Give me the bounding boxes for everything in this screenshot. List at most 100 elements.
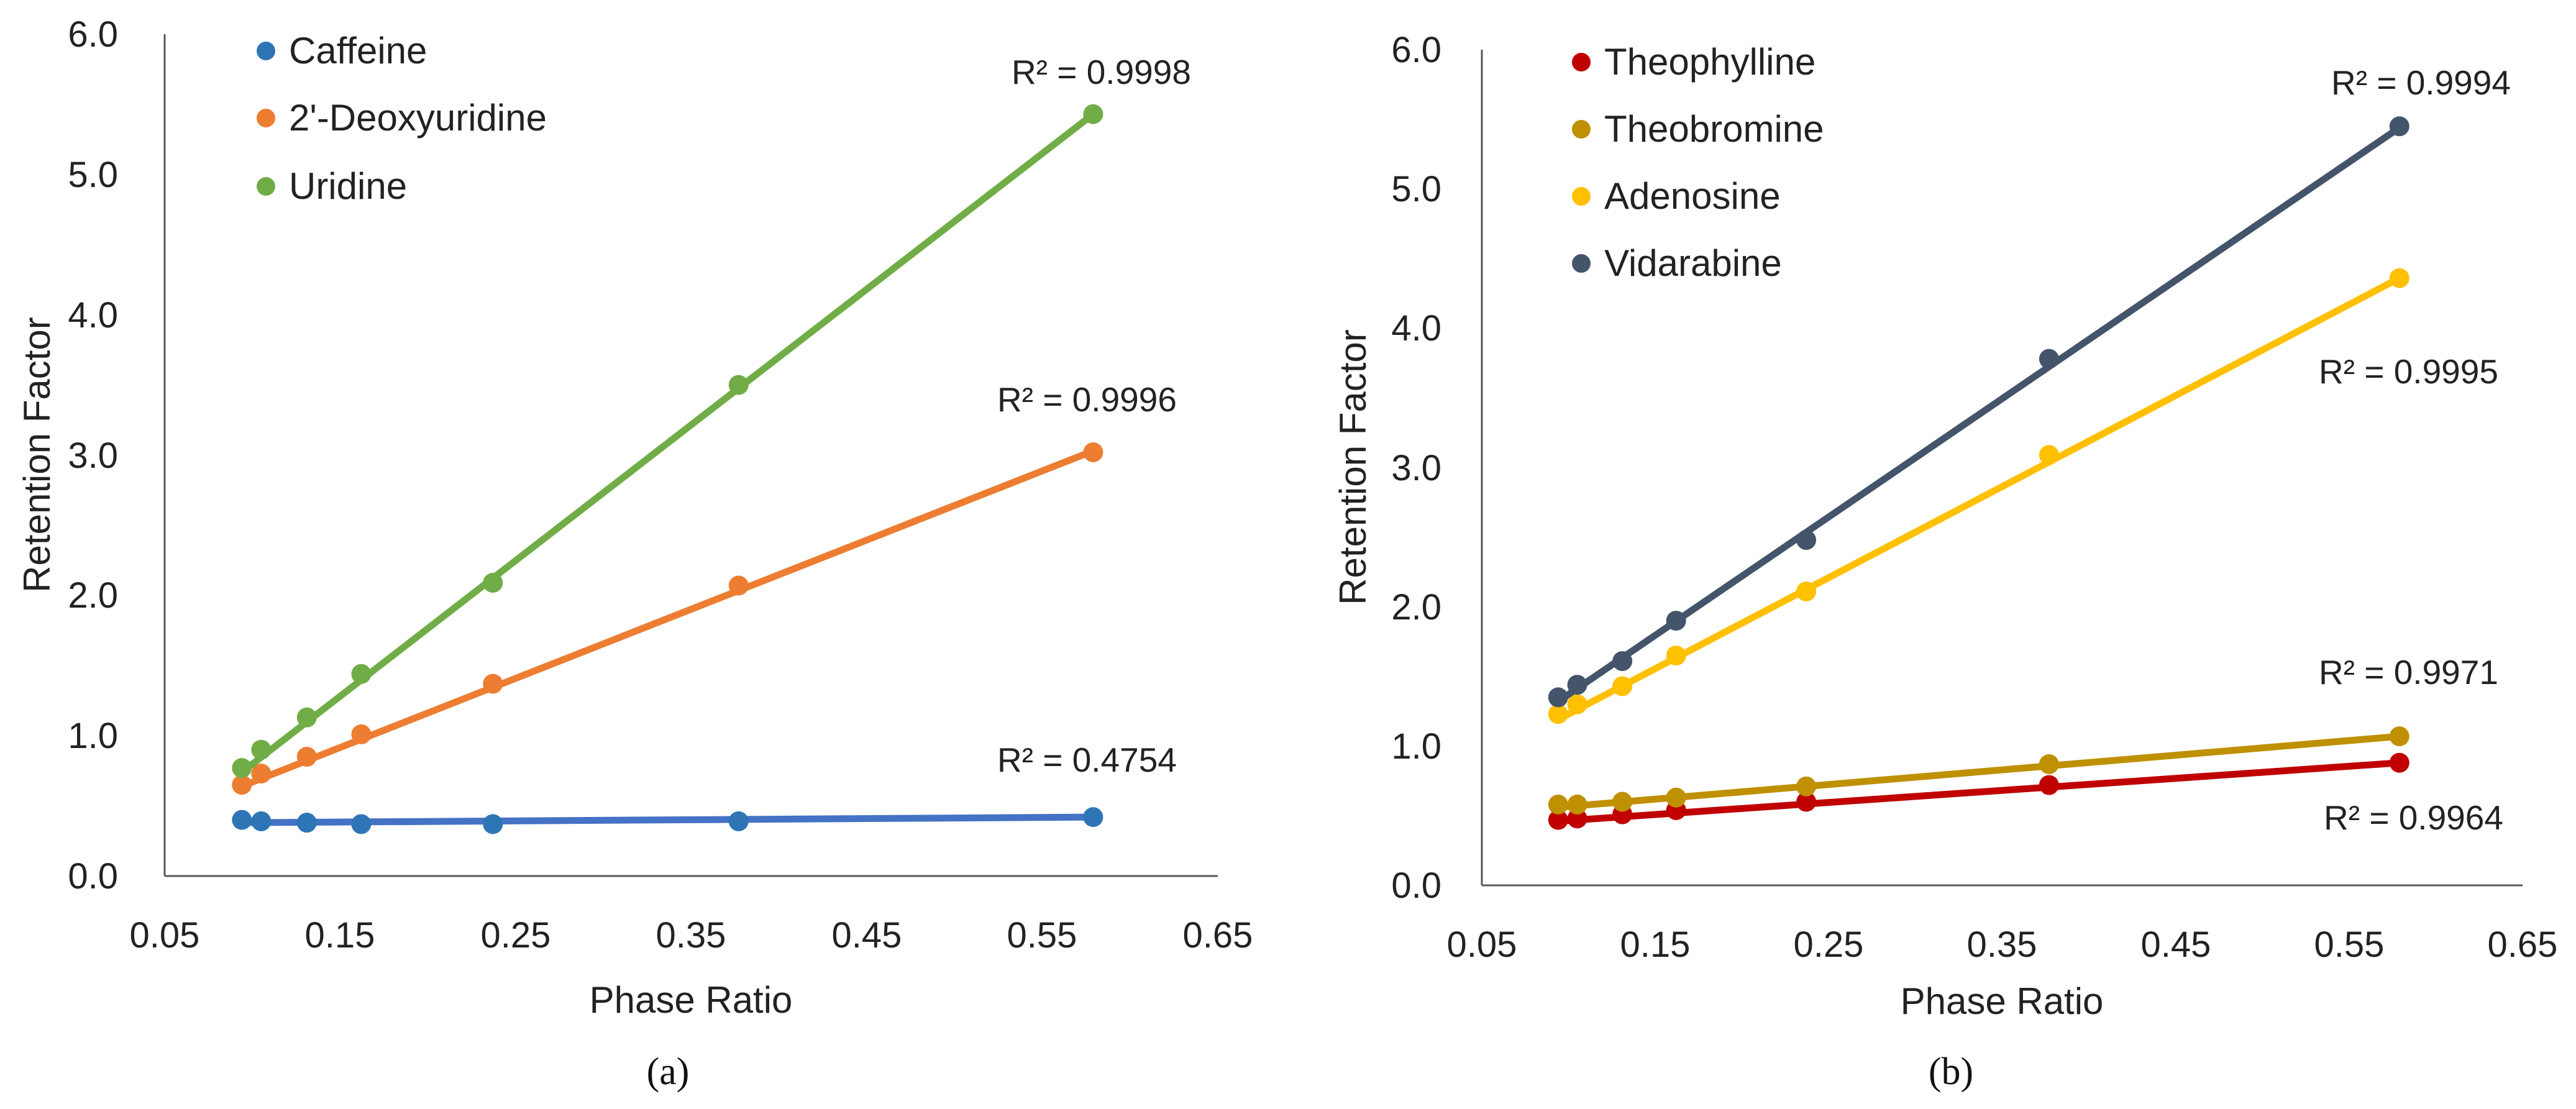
trendline-adenosine xyxy=(1555,275,2403,723)
legend-a: Caffeine 2'-Deoxyuridine Uridine xyxy=(257,30,547,207)
data-point-caffeine xyxy=(251,811,272,831)
data-point-caffeine xyxy=(1083,807,1103,828)
caption-a: (a) xyxy=(647,1051,690,1093)
y-tick-label: 6.0 xyxy=(68,14,118,55)
x-tick-label: 0.35 xyxy=(1967,924,2037,965)
data-point-2-deoxyuridine xyxy=(351,724,372,744)
data-point-vidarabine xyxy=(1567,675,1587,695)
data-point-uridine xyxy=(251,739,272,760)
data-point-vidarabine xyxy=(1548,687,1568,708)
y-tick-label: 5.0 xyxy=(1391,169,1441,209)
data-point-theobromine xyxy=(2389,726,2409,747)
y-tick-label: 6.0 xyxy=(1391,30,1441,70)
trendline-vidarabine xyxy=(1555,124,2403,705)
data-point-caffeine xyxy=(728,811,749,831)
data-point-vidarabine xyxy=(1666,611,1686,631)
x-tick-label: 0.25 xyxy=(1794,924,1864,965)
y-axis-title-b: Retention Factor xyxy=(1332,329,1374,605)
legend-marker-vidarabine xyxy=(1572,254,1591,273)
y-tick-label: 4.0 xyxy=(68,295,118,335)
data-point-adenosine xyxy=(1666,646,1686,666)
series-layer-a xyxy=(232,104,1103,834)
data-point-theobromine xyxy=(2039,754,2059,774)
legend-label-deoxyuridine: 2'-Deoxyuridine xyxy=(289,97,547,139)
data-point-2-deoxyuridine xyxy=(1083,442,1103,462)
legend-label-theophylline: Theophylline xyxy=(1604,41,1816,83)
y-tick-label: 1.0 xyxy=(68,716,118,756)
legend-marker-theophylline xyxy=(1572,53,1591,71)
legend-marker-theobromine xyxy=(1572,120,1591,139)
data-point-2-deoxyuridine xyxy=(232,775,252,795)
r2-label-deoxyuridine: R² = 0.9996 xyxy=(997,380,1177,419)
data-point-theobromine xyxy=(1567,794,1587,815)
data-point-caffeine xyxy=(296,813,317,833)
data-point-adenosine xyxy=(1612,676,1633,696)
trendline-uridine xyxy=(238,111,1097,776)
legend-b: Theophylline Theobromine Adenosine Vidar… xyxy=(1572,41,1824,284)
y-tick-label: 5.0 xyxy=(68,155,118,195)
data-point-uridine xyxy=(296,707,317,728)
y-tick-label: 2.0 xyxy=(1391,587,1441,628)
panel-a: 0.0 1.0 2.0 3.0 4.0 5.0 6.0 0.05 0.15 0.… xyxy=(16,14,1253,1093)
x-tick-label: 0.55 xyxy=(1007,915,1077,956)
data-point-adenosine xyxy=(2039,445,2059,465)
x-tick-label: 0.25 xyxy=(481,915,551,956)
legend-label-vidarabine: Vidarabine xyxy=(1604,242,1782,284)
x-tick-label: 0.45 xyxy=(2141,924,2211,965)
data-point-vidarabine xyxy=(2389,116,2409,137)
data-point-adenosine xyxy=(2389,268,2409,288)
r2-label-caffeine: R² = 0.4754 xyxy=(997,741,1177,779)
legend-marker-adenosine xyxy=(1572,187,1591,206)
caption-b: (b) xyxy=(1929,1051,1973,1093)
legend-label-adenosine: Adenosine xyxy=(1604,175,1781,217)
legend-label-theobromine: Theobromine xyxy=(1604,108,1824,150)
y-tick-label: 3.0 xyxy=(68,436,118,476)
data-point-2-deoxyuridine xyxy=(296,747,317,767)
y-axis-title-a: Retention Factor xyxy=(16,317,58,593)
data-point-adenosine xyxy=(1548,704,1568,724)
legend-marker-deoxyuridine xyxy=(257,109,275,127)
data-point-theophylline xyxy=(1548,810,1568,830)
data-point-uridine xyxy=(728,375,749,395)
data-point-theobromine xyxy=(1666,787,1686,808)
data-point-caffeine xyxy=(483,814,503,834)
data-point-2-deoxyuridine xyxy=(483,673,503,694)
data-point-uridine xyxy=(232,758,252,778)
r2-label-vidarabine: R² = 0.9994 xyxy=(2331,63,2511,102)
data-point-theobromine xyxy=(1612,792,1633,812)
series-layer-b xyxy=(1548,116,2409,830)
x-axis-title-a: Phase Ratio xyxy=(590,979,793,1021)
data-point-theophylline xyxy=(1567,808,1587,829)
trendline-theobromine xyxy=(1555,732,2403,811)
legend-label-caffeine: Caffeine xyxy=(289,30,427,71)
x-tick-label: 0.65 xyxy=(1183,915,1253,956)
data-point-theobromine xyxy=(1548,794,1568,815)
x-tick-label: 0.05 xyxy=(1447,924,1517,965)
data-point-uridine xyxy=(1083,104,1103,124)
x-axis-title-b: Phase Ratio xyxy=(1901,980,2104,1022)
data-point-adenosine xyxy=(1567,694,1587,714)
y-tick-label: 1.0 xyxy=(1391,726,1441,767)
data-point-caffeine xyxy=(351,814,372,834)
y-tick-label: 3.0 xyxy=(1391,448,1441,488)
x-tick-label: 0.35 xyxy=(656,915,726,956)
data-point-2-deoxyuridine xyxy=(251,764,272,784)
data-point-caffeine xyxy=(232,810,252,830)
r2-label-theobromine: R² = 0.9971 xyxy=(2319,653,2498,691)
x-tick-label: 0.65 xyxy=(2488,924,2558,965)
data-point-theophylline xyxy=(2389,752,2409,773)
data-point-vidarabine xyxy=(2039,349,2059,369)
data-point-vidarabine xyxy=(1796,530,1817,550)
y-tick-label: 0.0 xyxy=(68,856,118,897)
trendline-theophylline xyxy=(1555,759,2403,825)
data-point-theophylline xyxy=(2039,775,2059,795)
data-point-uridine xyxy=(483,573,503,593)
trendline-2-deoxyuridine xyxy=(238,447,1097,790)
x-tick-label: 0.15 xyxy=(1620,924,1691,965)
legend-label-uridine: Uridine xyxy=(289,165,407,207)
legend-marker-caffeine xyxy=(257,42,275,60)
data-point-theobromine xyxy=(1796,776,1817,796)
x-tick-label: 0.55 xyxy=(2314,924,2385,965)
x-tick-label: 0.15 xyxy=(305,915,375,956)
